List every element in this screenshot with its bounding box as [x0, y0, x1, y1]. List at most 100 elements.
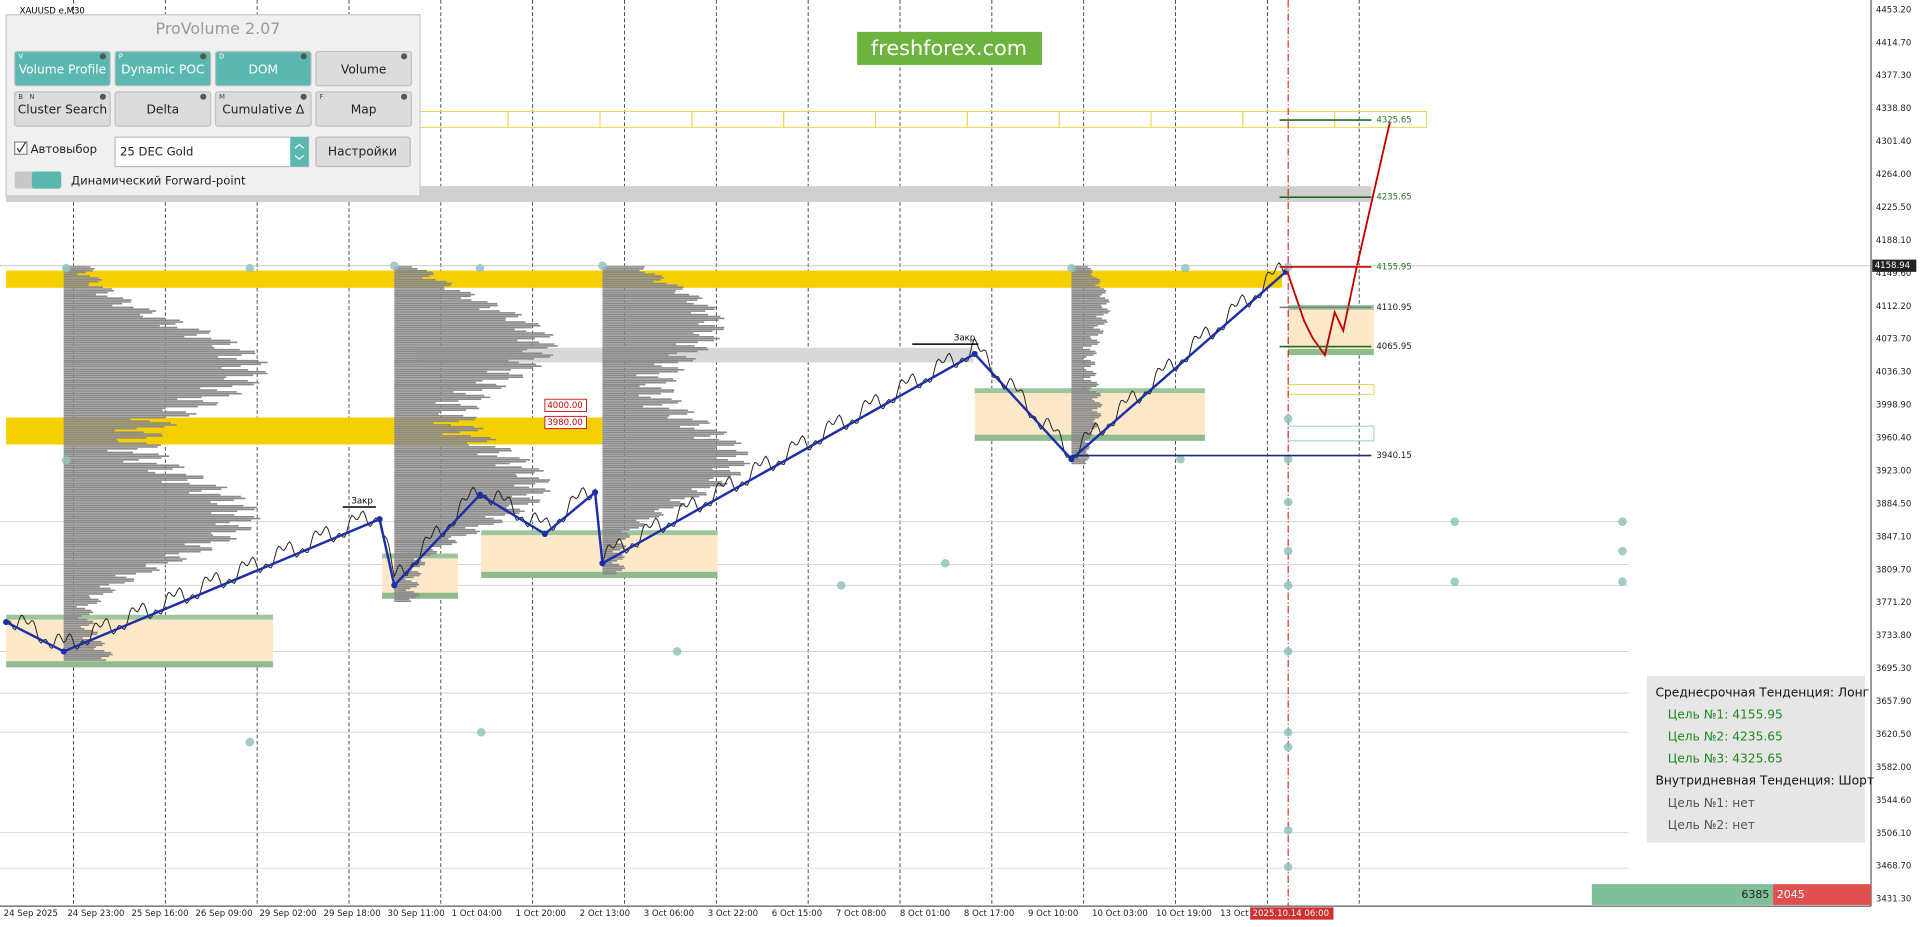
- level-dot: [1283, 497, 1293, 507]
- price-axis-bg: [1871, 0, 1920, 927]
- zigzag-node: [592, 489, 599, 496]
- price-mark: 3980.00: [547, 418, 582, 428]
- level-dot: [61, 456, 71, 465]
- price-tick-label: 4036.30: [1876, 368, 1911, 378]
- button-label[interactable]: Cumulative Δ: [222, 103, 305, 117]
- price-mark-box: [544, 398, 587, 412]
- settings-button[interactable]: [315, 136, 411, 168]
- level-label: 4065.95: [1376, 342, 1411, 352]
- time-tick-label: 8 Oct 17:00: [964, 909, 1014, 919]
- price-tick-label: 3998.90: [1876, 401, 1911, 411]
- button-label[interactable]: Cluster Search: [18, 103, 107, 117]
- select-arrow-icon: [294, 143, 305, 161]
- price-tick-label: 4112.20: [1876, 302, 1911, 312]
- price-tick-label: 4453.20: [1876, 5, 1911, 15]
- button-gear: [99, 53, 106, 60]
- time-tick-label: 24 Sep 2025: [4, 909, 58, 919]
- button-label[interactable]: Dynamic POC: [121, 62, 204, 76]
- button-label[interactable]: Delta: [147, 103, 180, 117]
- level-dot: [1283, 647, 1293, 656]
- time-tick-label: 29 Sep 02:00: [259, 909, 316, 919]
- watermark-box: [857, 31, 1043, 65]
- time-tick-label: 24 Sep 23:00: [67, 909, 124, 919]
- level-dot: [1283, 742, 1293, 752]
- panel-button[interactable]: [14, 50, 111, 87]
- forward-point-label[interactable]: Динамический Forward-point: [71, 174, 246, 188]
- time-tick-label: 10 Oct 19:00: [1156, 909, 1212, 919]
- level-dot: [61, 263, 71, 273]
- price-tick-label: 3506.10: [1876, 829, 1911, 839]
- zone-box: [1287, 384, 1375, 395]
- gray-band: [416, 347, 974, 363]
- symbol-label: XAUUSD e,M30: [20, 7, 85, 17]
- time-tick-label: 3 Oct 06:00: [644, 909, 694, 919]
- level-dot: [672, 647, 682, 656]
- panel-button[interactable]: [315, 91, 413, 127]
- button-gear: [99, 93, 106, 100]
- price-line: [5, 262, 1285, 650]
- select-arrow[interactable]: [290, 137, 309, 167]
- autoselect-label[interactable]: Автовыбор: [31, 142, 97, 156]
- price-tick-label: 3733.80: [1876, 631, 1911, 641]
- button-hotkey: N: [29, 93, 34, 101]
- panel-button[interactable]: [214, 50, 312, 87]
- level-dot: [1450, 517, 1459, 526]
- close-label: Закр: [954, 333, 975, 343]
- level-dot: [475, 263, 485, 273]
- instrument-select[interactable]: [114, 136, 310, 168]
- time-tick-label: 1 Oct 04:00: [452, 909, 502, 919]
- time-tick-label: 25 Sep 16:00: [131, 909, 188, 919]
- button-hotkey: D: [219, 52, 224, 60]
- button-label[interactable]: Volume Profile: [19, 62, 106, 76]
- price-tick-label: 3431.30: [1876, 895, 1911, 905]
- level-dot: [1450, 577, 1459, 586]
- zigzag-node: [476, 491, 484, 498]
- button-hotkey: F: [320, 93, 324, 101]
- level-dot: [1283, 414, 1293, 424]
- level-dot: [1181, 263, 1190, 273]
- panel-button[interactable]: [214, 91, 312, 127]
- level-dot: [1618, 577, 1627, 586]
- button-hotkey: P: [119, 52, 123, 60]
- zigzag-node: [1068, 456, 1075, 463]
- button-gear: [200, 93, 207, 100]
- price-tick-label: 3884.50: [1876, 499, 1911, 509]
- time-tick-label: 3 Oct 22:00: [708, 909, 758, 919]
- time-tick-label: 8 Oct 01:00: [900, 909, 950, 919]
- volume-profile: [602, 266, 750, 575]
- buy-bar: [1591, 884, 1774, 905]
- level-dot: [941, 559, 950, 568]
- level-dot: [1283, 862, 1293, 872]
- settings-label[interactable]: Настройки: [328, 144, 397, 158]
- price-tick-label: 4414.70: [1876, 38, 1911, 48]
- panel-button[interactable]: [114, 91, 212, 127]
- zigzag-node: [376, 516, 383, 523]
- toggle-knob: [31, 171, 62, 189]
- value-area-bottom: [1288, 349, 1374, 356]
- current-time: 2025.10.14 06:00: [1253, 909, 1329, 919]
- price-tick-label: 4301.40: [1876, 137, 1911, 147]
- provolume-panel: ProVolume 2.07 Автовыбор 25 DEC Gold Нас…: [5, 14, 421, 197]
- value-area: [6, 618, 274, 663]
- price-tick-label: 4188.10: [1876, 236, 1911, 246]
- button-hotkey: V: [18, 52, 23, 60]
- time-tick-label: 29 Sep 18:00: [324, 909, 381, 919]
- trend-target: Цель №2: 4235.65: [1668, 730, 1783, 744]
- panel-button[interactable]: [14, 91, 111, 127]
- price-tick-label: 4073.70: [1876, 335, 1911, 345]
- button-label[interactable]: Volume: [341, 62, 387, 76]
- button-label[interactable]: DOM: [248, 62, 278, 76]
- zigzag-node: [391, 582, 398, 589]
- panel-button[interactable]: [114, 50, 212, 87]
- panel-button[interactable]: [315, 50, 413, 87]
- button-hotkey: M: [219, 93, 225, 101]
- button-gear: [200, 53, 207, 60]
- time-tick-label: 1 Oct 20:00: [516, 909, 566, 919]
- forecast-line: [1284, 122, 1391, 358]
- level-dot: [1283, 546, 1293, 556]
- value-area-top: [6, 614, 274, 620]
- level-label: 4235.65: [1376, 193, 1411, 203]
- value-area-top: [974, 388, 1205, 394]
- current-price: 4158.94: [1875, 261, 1910, 271]
- button-label[interactable]: Map: [351, 103, 377, 117]
